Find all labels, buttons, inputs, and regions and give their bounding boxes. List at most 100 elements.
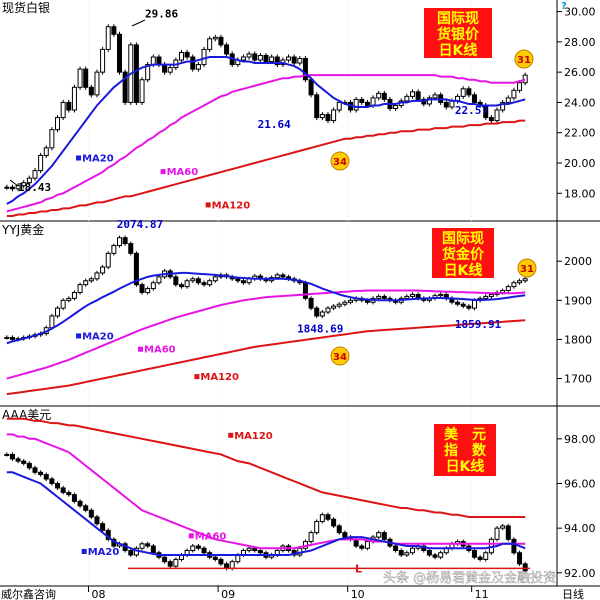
gold-candle (325, 307, 331, 313)
silver-candle (353, 98, 359, 111)
silver-candle (274, 56, 280, 66)
gold-ytick-label: 1700 (564, 373, 592, 386)
gold-title-box-line: 国际现 (442, 231, 484, 247)
usd-candle (38, 471, 44, 476)
x-tick-label-10: 10 (351, 588, 365, 600)
gold-ma20-marker (76, 333, 82, 339)
usd-ma60-marker (188, 533, 194, 539)
gold-badge-text: 31 (520, 264, 534, 275)
silver-candle (460, 88, 466, 97)
silver-candle (105, 26, 111, 50)
usd-candle (483, 552, 489, 560)
usd-candle (71, 494, 77, 502)
gold-candle (83, 280, 89, 286)
silver-candle (77, 68, 83, 88)
silver-ma60-label: MA60 (167, 167, 199, 178)
gold-title-box (432, 228, 494, 278)
silver-badge2-text: 34 (333, 157, 347, 168)
usd-candle (139, 543, 145, 549)
silver-candle (331, 109, 337, 122)
silver-candle (319, 114, 325, 119)
usd-candle (195, 545, 201, 549)
usd-ytick-label: 96.00 (564, 477, 596, 490)
gold-candle (201, 282, 207, 286)
silver-candle (517, 82, 523, 91)
usd-candle (319, 514, 325, 522)
gold-annotation: 1859.91 (455, 318, 502, 331)
silver-candle (190, 56, 196, 70)
usd-candle (212, 556, 218, 560)
usd-candle (314, 520, 320, 534)
silver-ytick-label: 20.00 (564, 157, 596, 170)
gold-candle (105, 252, 111, 268)
usd-candle (162, 556, 168, 563)
silver-candle (325, 114, 331, 122)
usd-title-box-line: 日K线 (446, 458, 485, 475)
silver-ma20-label: MA20 (82, 153, 114, 164)
usd-candle (66, 491, 72, 496)
silver-ytick-label: 24.00 (564, 96, 596, 109)
usd-candle (167, 561, 173, 567)
silver-candle (167, 67, 173, 73)
usd-candle (235, 554, 241, 563)
gold-candle (111, 245, 117, 254)
silver-candle (66, 101, 72, 111)
gold-candle (471, 299, 477, 309)
silver-candle (409, 91, 415, 97)
silver-candle (488, 117, 494, 122)
silver-candle (302, 58, 308, 81)
silver-annotation: 18.43 (18, 181, 51, 194)
silver-candle (505, 97, 511, 103)
gold-candle (308, 297, 314, 309)
usd-candle (432, 554, 438, 558)
gold-ma60-line (6, 289, 526, 380)
gold-candle (488, 293, 494, 297)
silver-candle (336, 101, 342, 111)
gold-candle (4, 336, 10, 339)
silver-candle (26, 177, 32, 184)
silver-candle (359, 98, 365, 103)
question-marker-icon: ? (561, 1, 567, 12)
silver-ma120-marker (205, 202, 211, 208)
gold-candle (483, 295, 489, 299)
gold-candle (348, 299, 354, 303)
usd-ma60-label: MA60 (195, 531, 227, 542)
silver-candle (432, 94, 438, 99)
usd-candle (325, 514, 331, 520)
x-tick-label-08: 08 (92, 588, 106, 600)
gold-candle (336, 303, 342, 307)
silver-candle (443, 101, 449, 108)
usd-candle (517, 552, 523, 565)
silver-candle (178, 51, 184, 61)
usd-candle (477, 556, 483, 560)
silver-candle (4, 186, 10, 189)
gold-candle (342, 301, 348, 305)
usd-candle (83, 505, 89, 511)
silver-candle (55, 117, 61, 131)
gold-candle (522, 278, 528, 282)
silver-badge2-circle (330, 151, 350, 171)
silver-candle (150, 56, 156, 66)
silver-ma20-marker (76, 155, 82, 161)
silver-candle (370, 97, 376, 106)
silver-candle (314, 94, 320, 119)
silver-candle (9, 186, 15, 190)
silver-panel-title: 现货白银 (2, 0, 50, 15)
silver-candle (269, 56, 275, 63)
silver-candle (308, 79, 314, 96)
usd-ma20-line (6, 471, 526, 556)
usd-candle (252, 547, 258, 551)
silver-annotation: 21.64 (258, 118, 291, 131)
usd-candle (145, 543, 151, 547)
silver-annotation: 29.86 (145, 8, 178, 21)
gold-candle (128, 243, 134, 254)
usd-candle (393, 545, 399, 551)
gold-title-box-line: 货金价 (441, 246, 485, 263)
gold-candle (55, 307, 61, 317)
x-tick-label-09: 09 (221, 588, 235, 600)
silver-title-box (424, 8, 492, 58)
gold-ytick-label: 1800 (564, 333, 592, 346)
gold-candle (156, 276, 162, 284)
watermark-text: 头条 @杨易君黄金及金融投资 (383, 570, 556, 586)
